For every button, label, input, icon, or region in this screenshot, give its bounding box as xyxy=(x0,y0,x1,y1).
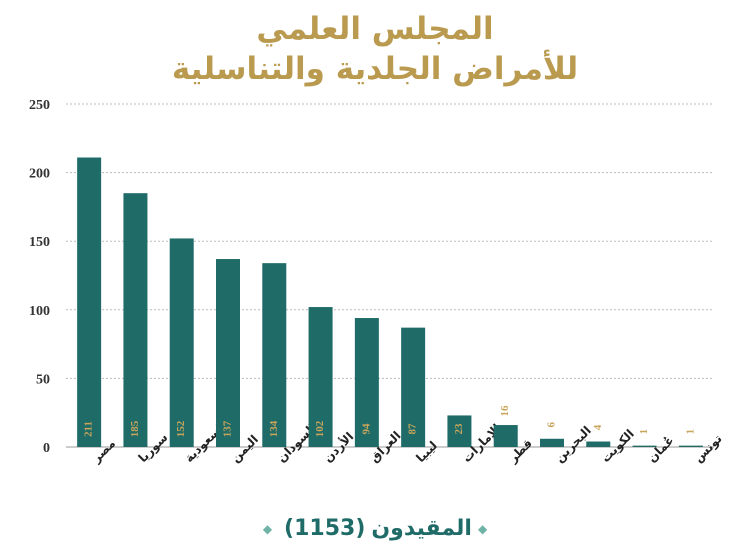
chart-title-line1: المجلس العلمي xyxy=(256,11,494,47)
bar xyxy=(540,438,564,447)
data-label: 1 xyxy=(684,429,696,435)
registered-count-footer: ◆ المقيدون(1153) ◆ xyxy=(0,514,750,544)
data-label: 102 xyxy=(314,420,326,437)
y-tick-label: 50 xyxy=(36,372,50,387)
registered-count: (1153) xyxy=(284,516,366,541)
bar xyxy=(586,441,611,447)
data-label: 6 xyxy=(546,422,558,428)
bar xyxy=(401,327,426,447)
bar xyxy=(678,445,703,447)
bar xyxy=(169,238,194,447)
bar xyxy=(262,263,287,447)
x-tick-label: عُمان xyxy=(645,433,677,465)
data-label: 134 xyxy=(268,420,280,437)
data-label: 16 xyxy=(499,405,511,417)
data-label: 87 xyxy=(407,423,419,435)
bar xyxy=(632,445,657,447)
x-tick-label: تونس xyxy=(691,432,725,466)
bar xyxy=(77,157,102,447)
registered-label: المقيدون xyxy=(371,516,472,541)
y-tick-label: 150 xyxy=(29,235,50,250)
data-label: 4 xyxy=(592,424,604,430)
bar xyxy=(447,415,472,447)
y-tick-label: 200 xyxy=(29,167,50,182)
y-tick-label: 100 xyxy=(29,304,50,319)
chart-title-line2: للأمراض الجلدية والتناسلية xyxy=(171,51,579,87)
y-tick-label: 0 xyxy=(43,441,50,456)
bar xyxy=(308,307,333,447)
data-label: 137 xyxy=(222,420,234,437)
data-label: 1 xyxy=(638,429,650,435)
data-label: 152 xyxy=(175,420,187,437)
bar xyxy=(216,259,240,447)
data-label: 211 xyxy=(83,421,95,437)
y-tick-label: 250 xyxy=(29,98,50,113)
bar xyxy=(493,425,518,447)
diamond-icon: ◆ xyxy=(262,522,273,536)
data-label: 185 xyxy=(129,420,141,437)
data-label: 94 xyxy=(360,423,372,435)
bar xyxy=(123,193,148,447)
diamond-icon: ◆ xyxy=(477,522,488,536)
bar xyxy=(354,318,379,447)
data-label: 23 xyxy=(453,423,465,435)
